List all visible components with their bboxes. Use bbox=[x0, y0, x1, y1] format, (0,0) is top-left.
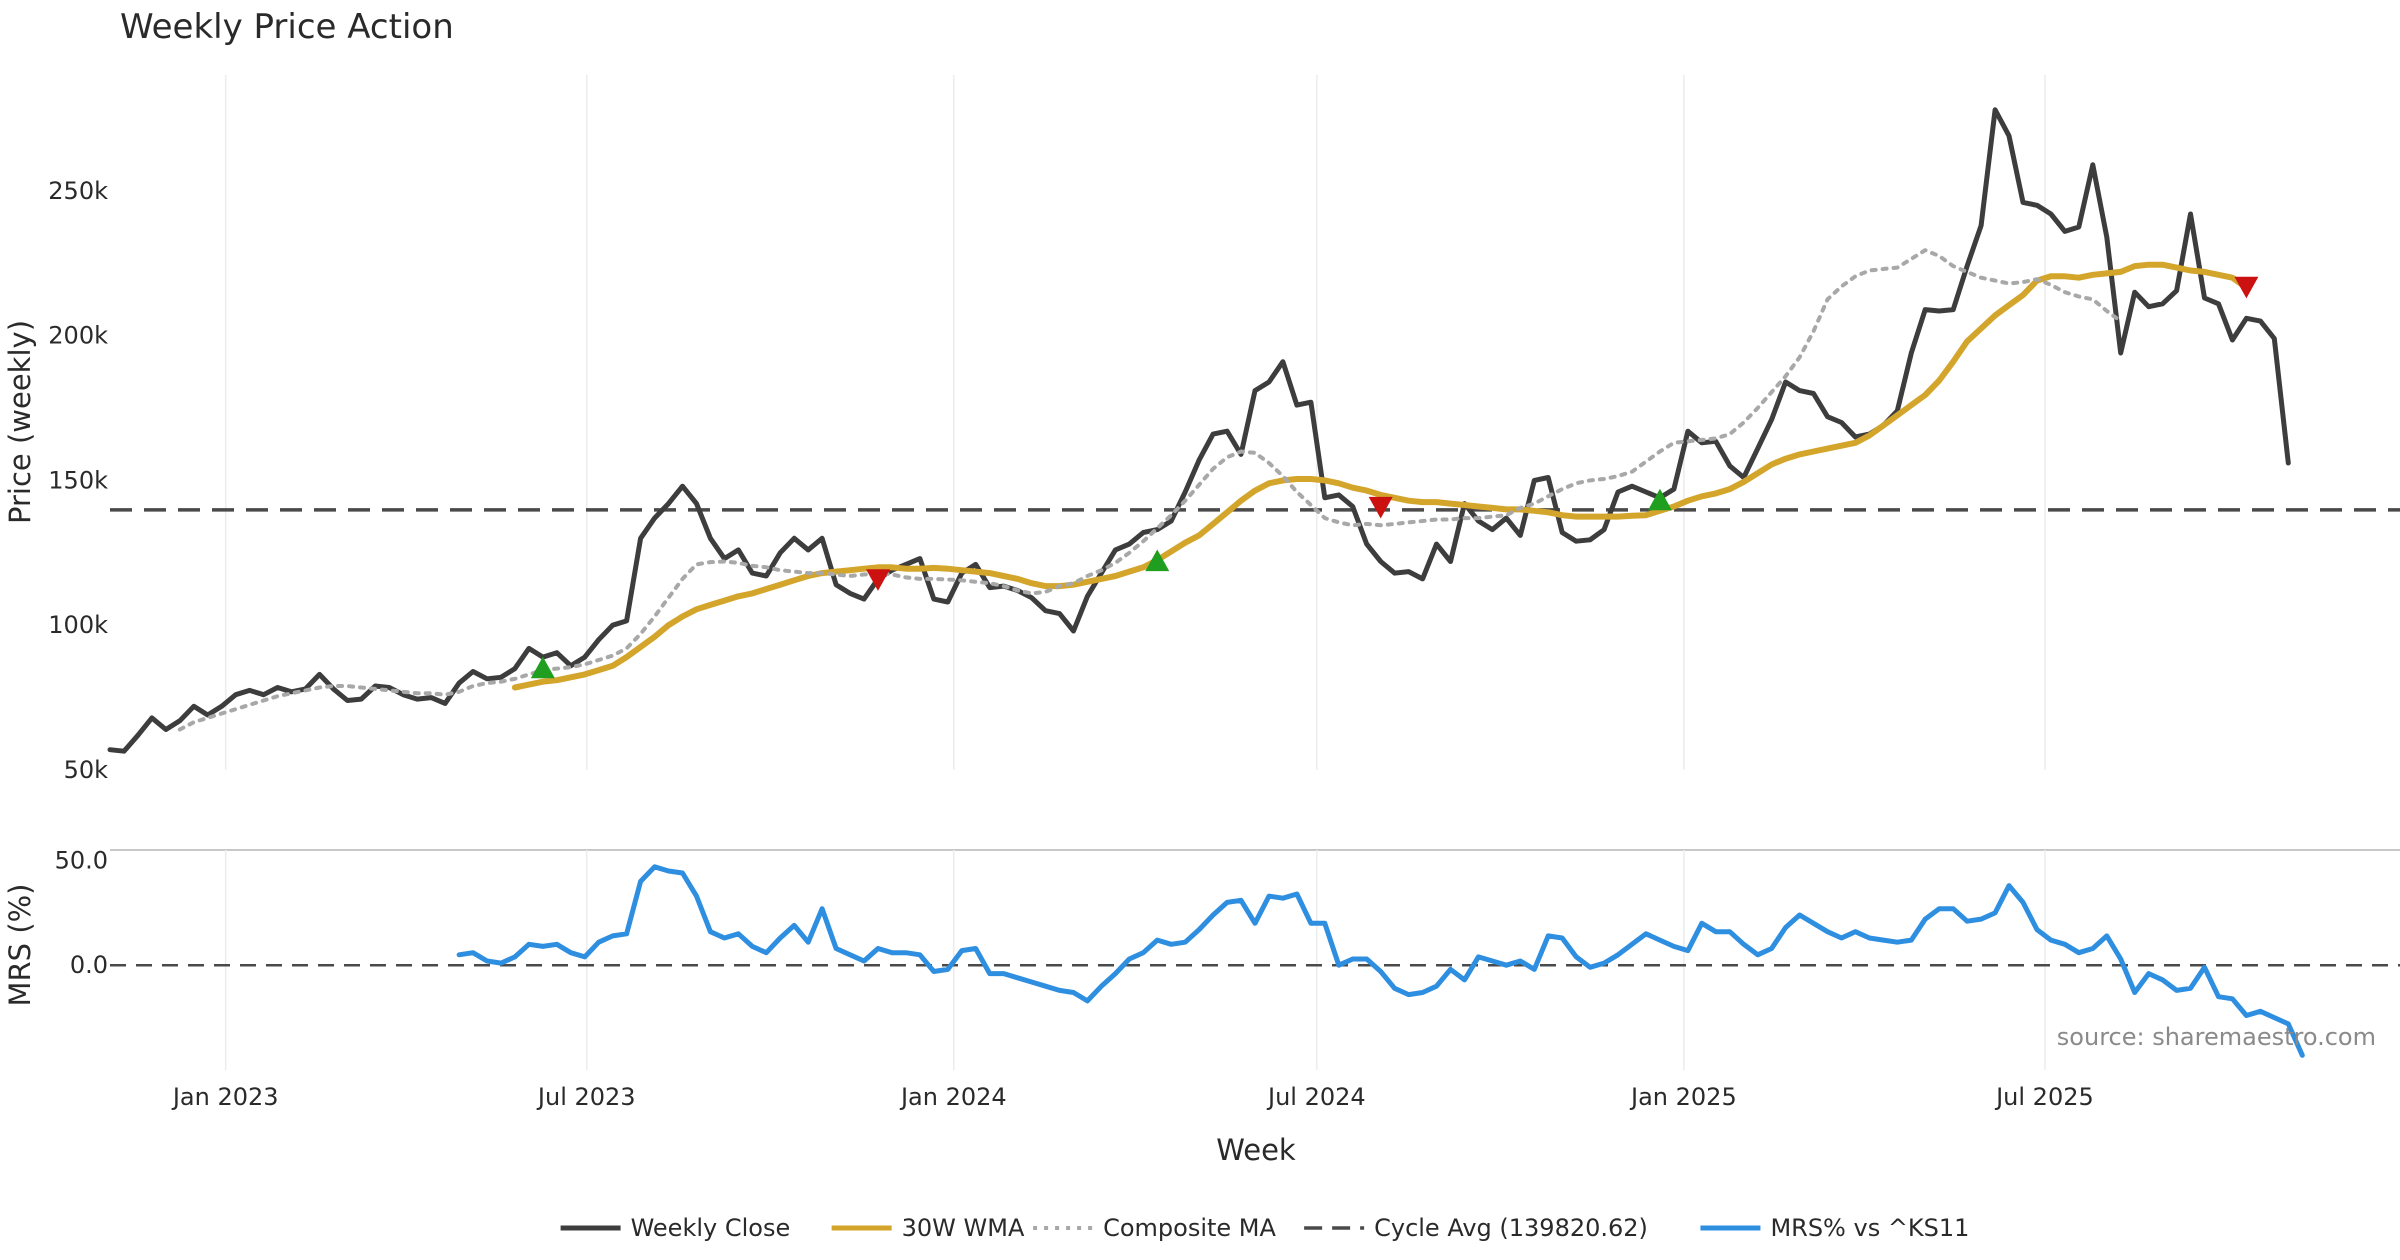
series-line-30w-wma bbox=[511, 261, 2250, 691]
sell-signal-marker-3 bbox=[1368, 496, 1393, 519]
buy-signal-marker-0 bbox=[530, 656, 555, 679]
x-axis-label: Week bbox=[1216, 1133, 1296, 1167]
signal-markers bbox=[530, 276, 2259, 679]
source-annotation: source: sharemaestro.com bbox=[2057, 1023, 2376, 1051]
mrs-y-ticks: 0.0 50.0 bbox=[55, 846, 108, 979]
price-y-axis-label: Price (weekly) bbox=[3, 320, 37, 524]
y-tick-top-2: 150k bbox=[48, 466, 108, 494]
series-line-weekly-close bbox=[107, 107, 2291, 754]
buy-signal-marker-4 bbox=[1647, 488, 1672, 511]
buy-signal-marker-2 bbox=[1145, 549, 1170, 572]
x-tick-label-0: Jan 2023 bbox=[171, 1083, 279, 1111]
sell-signal-marker-5 bbox=[2234, 276, 2259, 299]
mrs-gridlines bbox=[224, 850, 2046, 1070]
x-tick-label-3: Jul 2024 bbox=[1266, 1083, 1366, 1111]
y-tick-top-4: 250k bbox=[48, 177, 108, 205]
price-y-ticks: 50k 100k 150k 200k 250k bbox=[48, 177, 108, 784]
series-line-composite-ma bbox=[177, 248, 2123, 732]
y-tick-bot-0: 0.0 bbox=[70, 951, 108, 979]
x-tick-label-2: Jan 2024 bbox=[899, 1083, 1007, 1111]
legend-label-4: MRS% vs ^KS11 bbox=[1770, 1214, 1969, 1242]
y-tick-top-3: 200k bbox=[48, 322, 108, 350]
price-gridlines bbox=[224, 75, 2046, 770]
chart-title: Weekly Price Action bbox=[120, 7, 454, 47]
price-series bbox=[107, 107, 2291, 754]
mrs-panel: 0.0 50.0 MRS (%) bbox=[3, 846, 2400, 1070]
series-line-mrs-vs-ks11 bbox=[456, 864, 2305, 1058]
y-tick-top-0: 50k bbox=[64, 756, 109, 784]
y-tick-top-1: 100k bbox=[48, 611, 108, 639]
mrs-y-axis-label: MRS (%) bbox=[3, 884, 37, 1007]
legend-label-2: Composite MA bbox=[1103, 1214, 1276, 1242]
legend-label-0: Weekly Close bbox=[631, 1214, 791, 1242]
legend-label-3: Cycle Avg (139820.62) bbox=[1374, 1214, 1648, 1242]
x-axis-ticks: Jan 2023 Jul 2023 Jan 2024 Jul 2024 Jan 2025… bbox=[171, 1083, 2094, 1111]
price-panel: 50k 100k 150k 200k 250k Price (weekly) bbox=[3, 75, 2400, 784]
sell-signal-marker-1 bbox=[865, 569, 890, 591]
x-tick-label-5: Jul 2025 bbox=[1994, 1083, 2094, 1111]
mrs-series bbox=[456, 864, 2305, 1058]
x-tick-label-4: Jan 2025 bbox=[1629, 1083, 1737, 1111]
x-tick-label-1: Jul 2023 bbox=[536, 1083, 636, 1111]
y-tick-bot-1: 50.0 bbox=[55, 846, 108, 874]
legend-label-1: 30W WMA bbox=[902, 1214, 1025, 1242]
legend: Weekly Close 30W WMA Composite MA Cycle Avg… bbox=[560, 1214, 1969, 1242]
